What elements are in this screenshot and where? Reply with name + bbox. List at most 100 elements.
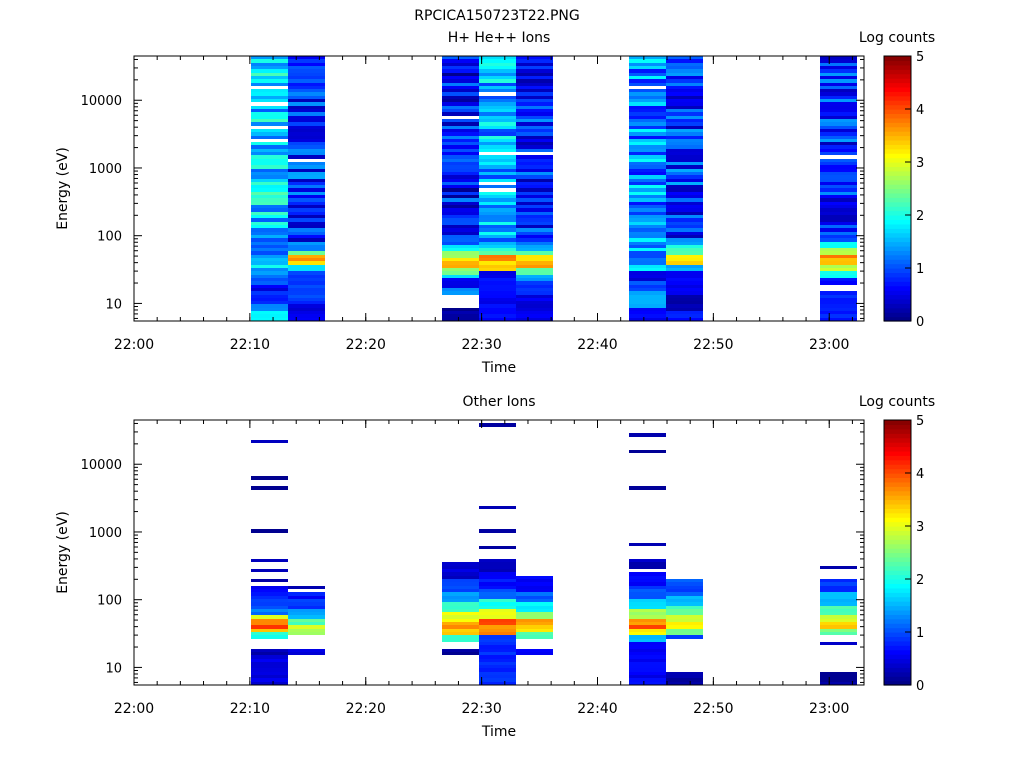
spectrogram-cell [666, 136, 703, 139]
spectrogram-cell [288, 92, 325, 96]
spectrogram-cell [820, 218, 857, 222]
spectrogram-cell [479, 579, 516, 582]
spectrogram-cell [820, 612, 857, 615]
spectrogram-cell [479, 139, 516, 142]
colorbar-swatch [884, 263, 911, 269]
spectrogram-cell [251, 208, 288, 212]
spectrogram-cell [666, 678, 703, 682]
spectrogram-cell [629, 179, 666, 182]
spectrogram-cell [479, 649, 516, 652]
spectrogram-cell [288, 56, 325, 59]
spectrogram-cell [666, 285, 703, 288]
spectrogram-cell [288, 89, 325, 92]
spectrogram-cell [666, 235, 703, 238]
spectrogram-cell [442, 129, 479, 132]
spectrogram-cell [251, 89, 288, 92]
spectrogram-cell [442, 145, 479, 149]
spectrogram-cell [251, 248, 288, 251]
spectrogram-cell [629, 76, 666, 79]
spectrogram-cell [288, 606, 325, 609]
spectrogram-cell [288, 298, 325, 301]
spectrogram-cell [251, 185, 288, 188]
spectrogram-cell [288, 179, 325, 182]
spectrogram-cell [479, 122, 516, 126]
spectrogram-cell [288, 265, 325, 268]
spectrogram-cell [251, 225, 288, 228]
spectrogram-cell [251, 188, 288, 192]
spectrogram-cell [629, 298, 666, 301]
spectrogram-cell [516, 79, 553, 83]
spectrogram-cell [516, 275, 553, 278]
spectrogram-cell [820, 198, 857, 202]
colorbar-swatch [884, 60, 911, 66]
colorbar-tick-label: 2 [916, 573, 924, 588]
spectrogram-cell [288, 586, 325, 589]
spectrogram-cell [288, 126, 325, 129]
spectrogram-cell [479, 572, 516, 576]
spectrogram-cell [820, 304, 857, 308]
spectrogram-cell [442, 235, 479, 238]
spectrogram-cell [629, 225, 666, 228]
spectrogram-cell [479, 423, 516, 427]
spectrogram-cell [479, 606, 516, 609]
colorbar-swatch [884, 131, 911, 137]
spectrogram-cell [442, 76, 479, 79]
colorbar-swatch [884, 303, 911, 309]
spectrogram-cell [288, 225, 325, 228]
colorbar-swatch [884, 144, 911, 150]
spectrogram-cell [442, 225, 479, 228]
spectrogram-cell [629, 682, 666, 685]
data-column [629, 56, 666, 321]
spectrogram-cell [666, 129, 703, 132]
spectrogram-cell [479, 79, 516, 83]
spectrogram-cell [479, 278, 516, 281]
spectrogram-cell [666, 308, 703, 311]
spectrogram-cell [251, 116, 288, 119]
spectrogram-cell [820, 682, 857, 685]
spectrogram-cell [629, 79, 666, 83]
colorbar-swatch [884, 601, 911, 607]
colorbar-swatch [884, 148, 911, 154]
spectrogram-cell [666, 271, 703, 275]
x-tick-label: 23:00 [809, 701, 849, 717]
colorbar-swatch [884, 671, 911, 677]
x-tick-label: 22:50 [693, 701, 733, 717]
spectrogram-cell [442, 126, 479, 129]
colorbar-frame [883, 419, 912, 686]
spectrogram-cell [666, 615, 703, 619]
spectrogram-cell [516, 635, 553, 639]
spectrogram-cell [820, 629, 857, 632]
spectrogram-cell [479, 318, 516, 321]
spectrogram-cell [629, 265, 666, 268]
spectrogram-cell [442, 562, 479, 566]
spectrogram-cell [442, 222, 479, 225]
spectrogram-cell [479, 609, 516, 612]
spectrogram-cell [629, 142, 666, 145]
spectrogram-cell [251, 635, 288, 639]
spectrogram-cell [820, 162, 857, 165]
spectrogram-cell [479, 576, 516, 579]
y-tick-label: 10 [105, 661, 122, 676]
spectrogram-cell [629, 222, 666, 225]
spectrogram-cell [516, 112, 553, 116]
spectrogram-cell [479, 242, 516, 245]
spectrogram-cell [516, 248, 553, 251]
spectrogram-cell [820, 311, 857, 314]
spectrogram-cell [516, 629, 553, 632]
spectrogram-cell [516, 169, 553, 172]
spectrogram-cell [516, 225, 553, 228]
spectrogram-cell [442, 175, 479, 179]
spectrogram-cell [288, 202, 325, 205]
colorbar-swatch [884, 609, 911, 615]
spectrogram-cell [666, 602, 703, 606]
spectrogram-cell [666, 119, 703, 122]
spectrogram-cell [666, 106, 703, 109]
spectrogram-cell [479, 212, 516, 215]
spectrogram-cell [479, 66, 516, 69]
spectrogram-cell [629, 242, 666, 245]
spectrogram-cell [251, 205, 288, 208]
spectrogram-cell [442, 314, 479, 318]
spectrogram-cell [288, 73, 325, 76]
spectrogram-cell [666, 275, 703, 278]
